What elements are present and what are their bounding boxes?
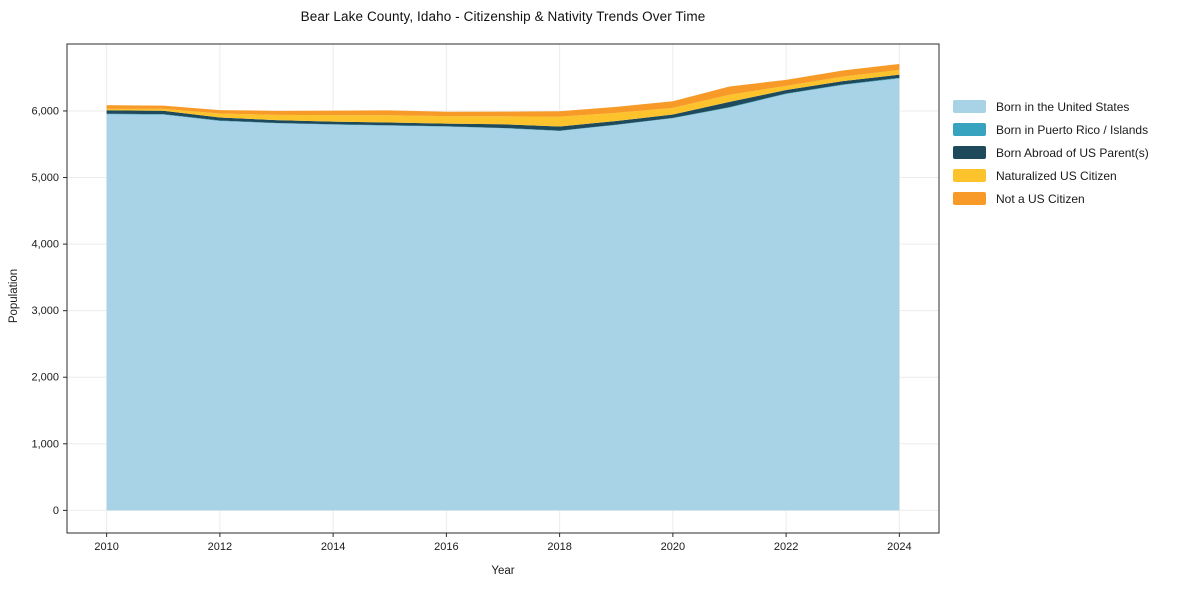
y-tick-label: 5,000 — [31, 172, 59, 184]
legend-item: Not a US Citizen — [953, 191, 1149, 206]
legend-swatch-icon — [953, 146, 986, 159]
area-series — [106, 78, 900, 511]
y-axis-label: Population — [8, 268, 20, 324]
y-tick-label: 0 — [53, 505, 59, 517]
legend: Born in the United States Born in Puerto… — [953, 100, 1149, 215]
legend-label: Born Abroad of US Parent(s) — [996, 145, 1149, 160]
area-series — [106, 77, 900, 131]
legend-item: Naturalized US Citizen — [953, 168, 1149, 183]
x-tick-label: 2024 — [887, 541, 911, 553]
legend-swatch-icon — [953, 192, 986, 205]
legend-label: Born in Puerto Rico / Islands — [996, 122, 1149, 137]
y-tick-label: 6,000 — [31, 105, 59, 117]
x-tick-label: 2022 — [774, 541, 798, 553]
legend-label: Not a US Citizen — [996, 191, 1085, 206]
x-tick-label: 2020 — [661, 541, 685, 553]
x-tick-label: 2010 — [94, 541, 118, 553]
legend-swatch-icon — [953, 100, 986, 113]
area-series — [106, 69, 900, 127]
legend-label: Born in the United States — [996, 99, 1130, 114]
area-series — [106, 63, 900, 117]
x-tick-label: 2018 — [547, 541, 571, 553]
y-tick-label: 4,000 — [31, 239, 59, 251]
y-tick-label: 3,000 — [31, 305, 59, 317]
chart-title: Bear Lake County, Idaho - Citizenship & … — [300, 9, 706, 24]
legend-swatch-icon — [953, 169, 986, 182]
legend-label: Naturalized US Citizen — [996, 168, 1117, 183]
plot-border — [66, 43, 940, 534]
area-series — [106, 74, 900, 131]
x-tick-label: 2014 — [321, 541, 345, 553]
x-tick-label: 2012 — [208, 541, 232, 553]
y-tick-label: 1,000 — [31, 438, 59, 450]
legend-item: Born in Puerto Rico / Islands — [953, 122, 1149, 137]
y-tick-label: 2,000 — [31, 372, 59, 384]
x-axis-label: Year — [491, 565, 515, 577]
legend-item: Born Abroad of US Parent(s) — [953, 145, 1149, 160]
legend-swatch-icon — [953, 123, 986, 136]
x-tick-label: 2016 — [434, 541, 458, 553]
legend-item: Born in the United States — [953, 99, 1149, 114]
